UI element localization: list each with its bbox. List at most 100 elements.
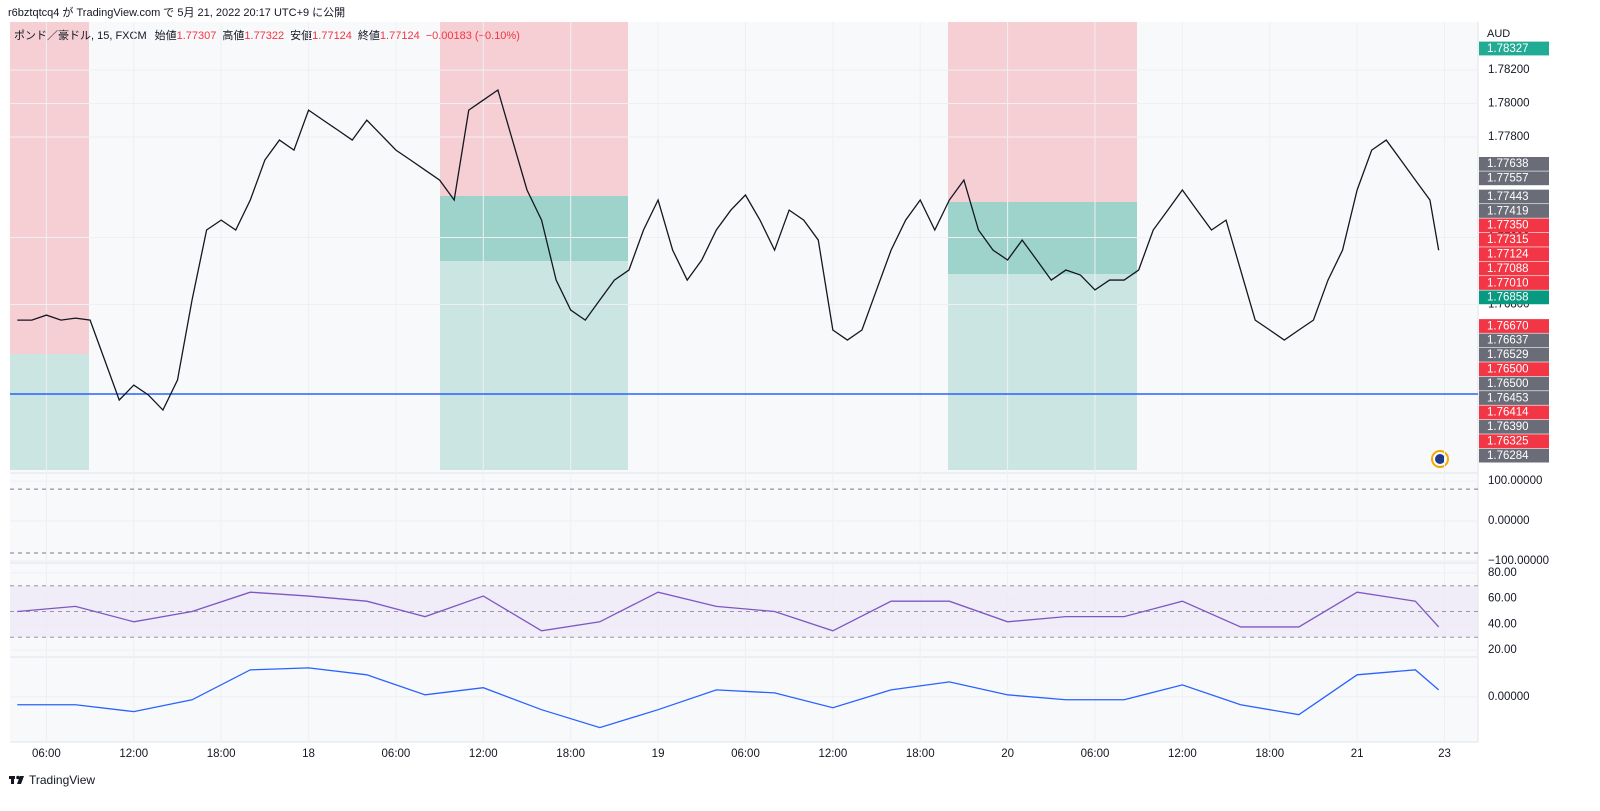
price-label: 1.76500 — [1487, 364, 1529, 376]
y-tick-label: −100.00000 — [1488, 555, 1549, 567]
y-tick-label: 1.78000 — [1488, 98, 1530, 110]
price-label: 1.76500 — [1487, 378, 1529, 390]
price-label-box — [1479, 218, 1549, 233]
price-label-box — [1479, 204, 1549, 218]
price-label-box — [1479, 448, 1549, 463]
x-tick-label: 23 — [1438, 748, 1451, 760]
price-label-box — [1479, 171, 1549, 186]
logo-slash — [17, 776, 24, 784]
short-risk-zone — [10, 22, 89, 354]
price-label-box — [1479, 290, 1549, 305]
logo-stem — [11, 776, 14, 784]
price-label-box — [1479, 189, 1549, 204]
y-tick-label: 0.00000 — [1488, 515, 1530, 527]
brand: TradingView — [29, 773, 95, 787]
price-label-box — [1479, 232, 1549, 247]
y-tick-label: 20.00 — [1488, 644, 1517, 656]
close-label: 終値 — [358, 28, 380, 42]
x-tick-label: 06:00 — [382, 748, 411, 760]
x-tick-label: 12:00 — [119, 748, 148, 760]
price-label: 1.76284 — [1487, 450, 1529, 462]
price-label: 1.78327 — [1487, 43, 1529, 55]
currency: AUD — [1487, 28, 1510, 40]
price-label-box — [1479, 376, 1549, 391]
x-tick-label: 06:00 — [1081, 748, 1110, 760]
price-label: 1.76670 — [1487, 320, 1529, 332]
price-label-box — [1479, 261, 1549, 276]
x-tick-label: 18:00 — [1255, 748, 1284, 760]
short-reward-zone — [10, 354, 89, 470]
y-tick-label: 40.00 — [1488, 618, 1517, 630]
logo: TradingView — [9, 773, 95, 787]
price-label: 1.76529 — [1487, 349, 1529, 361]
close-value: 1.77124 — [380, 30, 420, 42]
price-label-box — [1479, 419, 1549, 434]
price-label: 1.77443 — [1487, 191, 1529, 203]
low-value: 1.77124 — [312, 30, 352, 42]
high-value: 1.77322 — [244, 30, 284, 42]
short-risk-zone — [948, 22, 1137, 202]
symbol-legend: ポンド／豪ドル, 15, FXCM 始値1.77307 高値1.77322 安値1.7… — [14, 28, 520, 42]
price-label-box — [1479, 156, 1549, 171]
price-label: 1.77315 — [1487, 234, 1529, 246]
price-label-box — [1479, 391, 1549, 405]
level-band — [10, 585, 1478, 638]
change-value: −0.00183 (−0.10%) — [426, 30, 520, 42]
price-label: 1.77350 — [1487, 220, 1529, 232]
open-label: 始値 — [155, 28, 177, 42]
y-tick-label: 80.00 — [1488, 567, 1517, 579]
x-tick-label: 18:00 — [906, 748, 935, 760]
price-label: 1.76414 — [1487, 407, 1529, 419]
price-label-box — [1479, 347, 1549, 362]
symbol: ポンド／豪ドル, 15, FXCM — [14, 28, 147, 42]
x-tick-label: 12:00 — [1168, 748, 1197, 760]
price-label-box — [1479, 41, 1549, 56]
price-label: 1.77419 — [1487, 205, 1529, 217]
y-tick-label: 60.00 — [1488, 593, 1517, 605]
x-tick-label: 18 — [302, 748, 315, 760]
series-line — [17, 667, 1440, 729]
price-label: 1.77557 — [1487, 173, 1529, 185]
short-reward-zone — [948, 274, 1137, 470]
x-tick-label: 12:00 — [818, 748, 847, 760]
low-label: 安値 — [290, 28, 312, 42]
price-label: 1.76858 — [1487, 292, 1529, 304]
price-label: 1.77124 — [1487, 248, 1529, 260]
y-tick-label: 100.00000 — [1488, 475, 1542, 487]
price-label: 1.77088 — [1487, 263, 1529, 275]
price-label-box — [1479, 405, 1549, 420]
price-label-box — [1479, 362, 1549, 377]
price-label-box — [1479, 247, 1549, 262]
x-tick-label: 12:00 — [469, 748, 498, 760]
price-label: 1.76637 — [1487, 335, 1529, 347]
x-tick-label: 18:00 — [207, 748, 236, 760]
x-tick-label: 19 — [652, 748, 665, 760]
series-line — [17, 591, 1440, 632]
x-tick-label: 06:00 — [32, 748, 61, 760]
price-label: 1.77638 — [1487, 158, 1529, 170]
price-label: 1.77010 — [1487, 277, 1529, 289]
price-label: 1.76453 — [1487, 392, 1529, 404]
x-tick-label: 18:00 — [556, 748, 585, 760]
short-risk-zone — [440, 22, 628, 196]
x-tick-label: 21 — [1351, 748, 1364, 760]
price-label: 1.76325 — [1487, 436, 1529, 448]
y-tick-label: 1.78200 — [1488, 64, 1530, 76]
price-label-box — [1479, 276, 1549, 290]
y-tick-label: 1.77800 — [1488, 131, 1530, 143]
y-tick-label: 0.00000 — [1488, 691, 1530, 703]
price-label-box — [1479, 434, 1549, 449]
series-line — [17, 88, 1440, 412]
event-icon-flag — [1435, 454, 1445, 464]
publisher-line: r6bztqtcq4 が TradingView.com で 5月 21, 20… — [8, 5, 345, 19]
logo-dot — [16, 775, 20, 780]
short-reward-active — [440, 196, 628, 261]
high-label: 高値 — [222, 28, 244, 42]
price-label-box — [1479, 333, 1549, 348]
open-value: 1.77307 — [177, 30, 217, 42]
x-tick-label: 20 — [1001, 748, 1014, 760]
price-label: 1.76390 — [1487, 421, 1529, 433]
short-reward-zone — [440, 261, 628, 470]
x-tick-label: 06:00 — [731, 748, 760, 760]
